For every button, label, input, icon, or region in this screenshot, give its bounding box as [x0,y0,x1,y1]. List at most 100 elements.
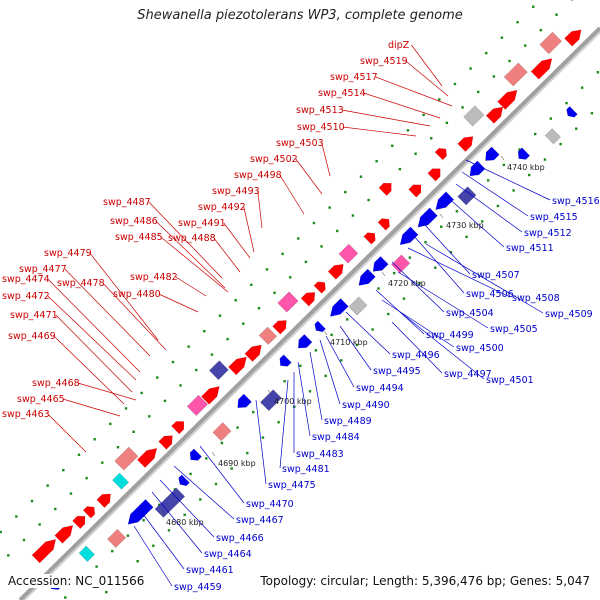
reverse-gene-label: swp_4495 [373,366,421,377]
reverse-callout [325,335,355,388]
tick-dot [469,67,472,70]
gene-box [212,422,232,442]
tick-dot [234,299,237,302]
tick-dot [518,148,521,151]
tick-dot [171,360,175,364]
tick-dot [330,333,333,337]
tick-dot [422,113,425,117]
forward-callout [223,222,251,259]
reverse-gene [391,254,411,274]
tick-dot [371,328,374,331]
kbp-tick [381,271,386,277]
tick-dot [424,240,427,244]
forward-gene [201,386,220,405]
reverse-callout [455,183,523,233]
tick-dot [148,415,151,418]
gene-shape [158,435,173,450]
reverse-gene-label: swp_4483 [296,449,344,460]
gene-box [544,128,561,145]
tick-dot [543,158,547,161]
gene-shape [408,184,422,198]
tick-dot [304,260,308,264]
tick-dot [508,59,511,63]
tick-dot [516,20,519,24]
kbp-label: 4720 kbp [388,279,426,288]
kbp-tick [159,510,164,516]
reverse-gene-label: swp_4508 [512,293,560,304]
tick-dot [344,190,347,194]
forward-gene [313,281,326,294]
tick-dot [524,44,527,47]
reverse-gene [127,499,154,525]
tick-dot [0,530,2,534]
reverse-gene [358,268,376,286]
gene-shape [566,106,578,118]
tick-dot [391,144,394,147]
gene-shape [327,263,344,280]
tick-dot [105,590,108,594]
gene-shape [244,344,262,362]
forward-callout [175,276,207,297]
forward-gene [327,263,344,280]
forward-gene [497,89,518,110]
gene-shape [96,493,111,508]
gene-shape [497,89,518,110]
reverse-gene [78,545,95,562]
tick-dot [299,364,302,367]
tick-dot [418,281,421,285]
tick-dot [167,529,171,532]
forward-gene-label: swp_4472 [2,291,50,302]
reverse-strand-genes [50,106,578,590]
tick-dot [549,117,553,120]
tick-dot [273,291,276,294]
forward-gene-label: swp_4517 [330,72,378,83]
forward-gene [463,105,485,127]
tick-dot [455,210,459,213]
tick-dot [214,482,218,486]
gene-shape [31,539,57,564]
tick-dot [136,560,139,563]
reverse-gene [329,298,349,317]
tick-dot [477,90,480,94]
forward-callout [77,382,137,401]
tick-dot [533,132,537,136]
tick-dot [236,426,239,429]
reverse-gene-label: swp_4459 [174,582,222,593]
reverse-gene [154,487,186,518]
tick-dot [596,71,600,74]
forward-gene [408,184,422,198]
reverse-gene [297,333,313,349]
tick-dot [183,513,186,517]
forward-gene [338,243,359,264]
reverse-callout [445,195,505,248]
backbone-group [18,26,600,600]
tick-dot [226,337,229,341]
forward-gene [258,326,278,346]
reverse-callout [465,159,551,201]
tick-dot [485,51,488,55]
forward-callout [243,206,255,253]
gene-shape [469,160,486,177]
gene-box [260,389,282,412]
gene-shape [136,447,158,468]
gene-shape [201,386,220,405]
forward-callout [47,295,137,381]
forward-gene [96,493,111,508]
forward-gene-label: swp_4463 [2,409,50,420]
reverse-gene-label: swp_4499 [426,330,474,341]
gene-box [114,446,139,471]
reverse-callout [461,171,529,217]
reverse-gene-label: swp_4516 [552,196,600,207]
forward-callout [257,190,263,229]
forward-gene-label: swp_4513 [296,105,344,116]
kbp-scale: 4680 kbp 4690 kbp 4700 kbp 4710 kbp 4720 kbp… [159,155,545,527]
reverse-gene [372,256,389,272]
tick-dot [512,189,515,192]
tick-dot [320,245,323,248]
forward-callout [55,314,133,393]
reverse-gene-label: swp_4490 [342,400,390,411]
gene-shape [171,421,185,435]
forward-callout [341,109,431,127]
reverse-gene-label: swp_4481 [282,464,330,475]
